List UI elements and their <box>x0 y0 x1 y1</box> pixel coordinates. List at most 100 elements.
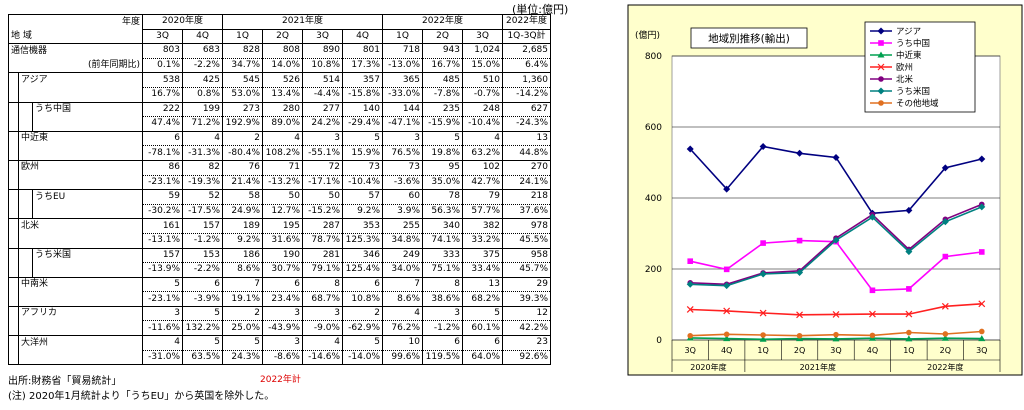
row-label-blank <box>32 262 143 278</box>
value-cell: 346 <box>342 247 383 263</box>
y-tick-label: 200 <box>645 265 662 275</box>
data-point <box>905 248 913 256</box>
value-cell: 3 <box>382 130 423 146</box>
row-label-blank <box>18 145 143 161</box>
value-cell: 5 <box>182 305 223 321</box>
value-cell: 5 <box>462 305 503 321</box>
value-cell: 199 <box>182 101 223 117</box>
value-cell: 76 <box>222 159 263 176</box>
value-cell: 249 <box>382 247 423 263</box>
yoy-cell: -13.2% <box>262 174 303 191</box>
yoy-cell: 76.5% <box>382 145 423 161</box>
row-label: 大洋州 <box>18 335 143 351</box>
yoy-cell: 31.6% <box>262 232 303 249</box>
data-point <box>796 149 804 157</box>
chart-title: 地域別推移(輸出) <box>708 32 790 45</box>
yoy-cell: -14.2% <box>502 86 551 103</box>
value-cell: 514 <box>302 72 343 88</box>
yoy-cell: 8.6% <box>382 291 423 307</box>
value-cell: 808 <box>262 43 303 59</box>
y-tick-label: 400 <box>645 194 662 204</box>
yoy-cell: -2.2% <box>182 262 223 278</box>
header-year: 2020年度 <box>142 14 223 30</box>
yoy-cell: -1.2% <box>182 232 223 249</box>
data-point <box>877 27 885 35</box>
yoy-cell: 6.4% <box>502 57 551 74</box>
x-tick-label: 1Q <box>757 346 768 355</box>
yoy-cell: -17.5% <box>182 203 223 220</box>
yoy-cell: 192.9% <box>222 116 263 132</box>
value-cell: 13 <box>502 130 551 146</box>
yoy-cell: 12.7% <box>262 203 303 220</box>
header-corner-top: 年度 <box>8 14 143 30</box>
table-row: 通信機器 803 683 828 808 890 801 718 943 1,024 2,685 <box>8 43 551 59</box>
header-quarter: 1Q <box>222 28 263 45</box>
header-quarter: 3Q <box>302 28 343 45</box>
indent-cell <box>8 159 19 191</box>
table-row-yoy: 16.7% 0.8% 53.0% 13.4% -4.4% -15.8% -33.0% -7.8… <box>9 86 551 103</box>
yoy-cell: 24.9% <box>222 203 263 220</box>
header-quarter: 4Q <box>182 28 223 45</box>
header-year: 2022年度 <box>502 14 551 30</box>
table-row-yoy: -23.1% -3.9% 19.1% 23.4% 68.7% 10.8% 8.6% 38.6%… <box>9 291 551 307</box>
value-cell: 78 <box>422 189 463 205</box>
table-row: アフリカ 3 5 2 3 3 2 4 3 5 12 <box>8 305 551 337</box>
value-cell: 943 <box>422 43 463 59</box>
yoy-cell: 57.7% <box>462 203 503 220</box>
yoy-cell: -15.9% <box>422 116 463 132</box>
value-cell: 186 <box>222 247 263 263</box>
value-cell: 71 <box>262 159 303 176</box>
value-cell: 273 <box>222 101 263 117</box>
yoy-cell: -7.8% <box>422 86 463 103</box>
value-cell: 2,685 <box>502 43 551 59</box>
data-point <box>686 145 694 153</box>
value-cell: 2 <box>222 130 263 146</box>
yoy-cell: 108.2% <box>262 145 303 161</box>
data-point <box>941 218 949 226</box>
value-cell: 60 <box>382 189 423 205</box>
yoy-cell: -78.1% <box>142 145 183 161</box>
table-row-yoy: -13.9% -2.2% 8.6% 30.7% 79.1% 125.4% 34.0% 75.1… <box>9 262 551 278</box>
value-cell: 157 <box>182 218 223 234</box>
header-quarter: 2Q <box>262 28 303 45</box>
data-point <box>978 155 986 163</box>
chart-title-box <box>690 27 808 49</box>
yoy-cell: 15.9% <box>342 145 383 161</box>
value-cell: 4 <box>382 305 423 321</box>
x-tick-label: 3Q <box>830 346 841 355</box>
yoy-cell: 34.0% <box>382 262 423 278</box>
row-label: 通信機器 <box>8 43 143 59</box>
yoy-cell: 68.2% <box>462 291 503 307</box>
value-cell: 50 <box>302 189 343 205</box>
yoy-cell: -23.1% <box>142 291 183 307</box>
x-tick-label: 1Q <box>903 346 914 355</box>
yoy-cell: -23.1% <box>142 174 183 191</box>
value-cell: 5 <box>222 335 263 351</box>
yoy-cell: 125.4% <box>342 262 383 278</box>
data-point <box>687 258 694 264</box>
yoy-cell: 63.2% <box>462 145 503 161</box>
value-cell: 6 <box>422 335 463 351</box>
indent-cell <box>8 130 19 161</box>
yoy-cell: 68.7% <box>302 291 343 307</box>
data-point <box>723 185 731 193</box>
yoy-cell: 74.1% <box>422 232 463 249</box>
yoy-cell: 19.1% <box>222 291 263 307</box>
value-cell: 3 <box>302 305 343 321</box>
table-row-yoy: -78.1% -31.3% -80.4% 108.2% -55.1% 15.9% 76.5%… <box>9 145 551 161</box>
row-sublabel: (前年同期比) <box>8 58 143 74</box>
yoy-cell: -24.3% <box>502 116 551 132</box>
yoy-cell: 79.1% <box>302 262 343 278</box>
data-point <box>869 310 876 318</box>
data-point <box>868 213 876 221</box>
indent-cell <box>8 305 19 337</box>
row-label: 欧州 <box>18 159 143 176</box>
value-cell: 485 <box>422 72 463 88</box>
value-cell: 3 <box>422 305 463 321</box>
data-point <box>723 331 730 338</box>
value-cell: 683 <box>182 43 223 59</box>
yoy-cell: -47.1% <box>382 116 423 132</box>
data-point <box>832 335 840 342</box>
indent-cell <box>8 101 19 132</box>
x-tick-label: 4Q <box>867 346 878 355</box>
